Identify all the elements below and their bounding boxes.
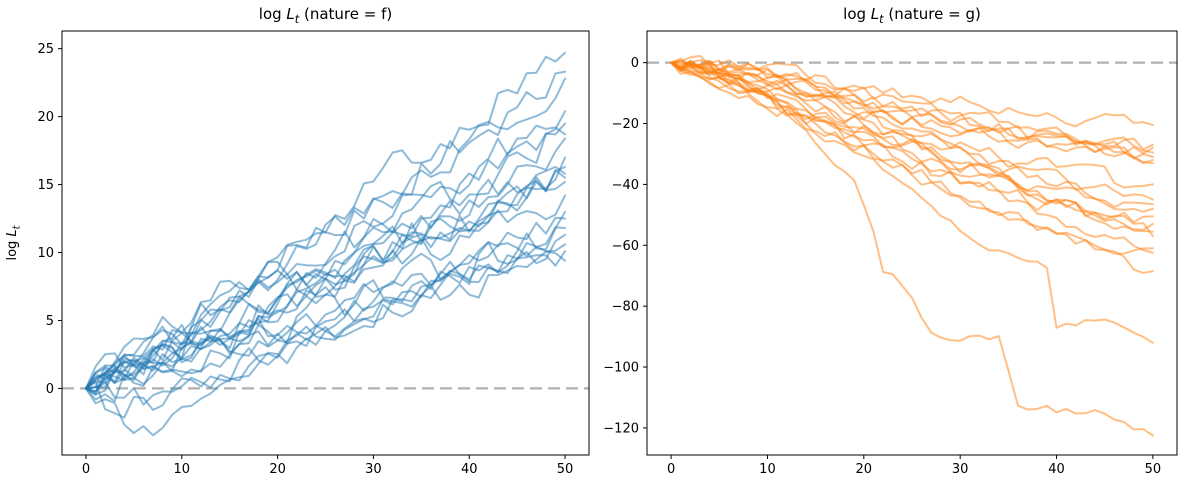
y-tick-label: 20 (37, 110, 54, 125)
x-tick-label: 40 (461, 462, 478, 477)
trajectory-line-15 (670, 61, 1154, 255)
trajectory-line-2 (84, 77, 567, 390)
axes-box (61, 30, 590, 456)
y-tick-label: 25 (37, 42, 54, 57)
x-tick-label: 0 (82, 462, 90, 477)
title-subscript: t (294, 13, 300, 26)
y-tick-label: 0 (631, 56, 639, 71)
y-tick-label: −120 (603, 421, 639, 436)
x-tick-label: 50 (1145, 462, 1162, 477)
panel-nature-f: 0 10 20 30 40 50 0 5 10 15 20 25 (37, 30, 590, 477)
trajectory-line-10 (84, 169, 567, 390)
trajectory-line-16 (670, 61, 1154, 254)
trajectory-line-5 (84, 124, 567, 393)
title-subscript: t (879, 13, 884, 26)
y-tick-label: −40 (612, 178, 639, 193)
y-tick-label: −100 (603, 361, 639, 376)
y-tick-label: 10 (37, 246, 54, 261)
title-text: log (258, 5, 287, 23)
x-tick-label: 20 (269, 462, 286, 477)
x-tick-label: 10 (759, 462, 776, 477)
title-var: L (286, 5, 295, 23)
trajectory-line-17 (670, 61, 1154, 274)
y-tick-label: 0 (46, 382, 54, 397)
chart-title-nature-g: log Lt (nature = g) (647, 5, 1177, 26)
trajectory-line-9 (670, 57, 1154, 209)
trajectory-line-18 (84, 250, 567, 390)
series-group (670, 54, 1154, 437)
trajectory-line-18 (670, 61, 1154, 344)
trajectory-line-0 (84, 51, 567, 394)
trajectory-line-19 (84, 250, 567, 419)
title-text: (nature = f) (299, 5, 393, 23)
axes-box (646, 30, 1178, 456)
x-tick-label: 30 (952, 462, 969, 477)
title-text: log (843, 5, 871, 23)
trajectory-line-19 (670, 61, 1154, 437)
y-tick-label: 5 (46, 314, 54, 329)
y-tick-label: −60 (612, 239, 639, 254)
trajectory-line-1 (84, 70, 567, 390)
x-tick-label: 20 (856, 462, 873, 477)
y-tick-label: −80 (612, 300, 639, 315)
y-tick-label: −20 (612, 117, 639, 132)
x-tick-label: 10 (173, 462, 190, 477)
x-tick-label: 30 (365, 462, 382, 477)
panel-nature-g: 0 10 20 30 40 50 0 −20 −40 −60 −80 −100 −120 (603, 30, 1178, 477)
series-group (84, 51, 567, 437)
x-tick-label: 40 (1048, 462, 1065, 477)
trajectory-line-5 (670, 54, 1154, 164)
trajectory-line-12 (84, 194, 567, 390)
trajectory-line-0 (670, 59, 1154, 128)
trajectory-line-10 (670, 61, 1154, 213)
x-tick-label: 0 (667, 462, 675, 477)
trajectory-line-16 (84, 233, 567, 393)
y-tick-label: 15 (37, 178, 54, 193)
trajectory-line-11 (84, 176, 567, 390)
x-tick-label: 50 (557, 462, 574, 477)
chart-title-nature-f: log Lt (nature = f) (62, 5, 589, 26)
trajectory-line-12 (670, 61, 1154, 231)
title-text: (nature = g) (883, 5, 981, 23)
trajectory-line-3 (84, 110, 567, 390)
title-var: L (870, 5, 880, 23)
trajectory-line-15 (84, 226, 567, 406)
